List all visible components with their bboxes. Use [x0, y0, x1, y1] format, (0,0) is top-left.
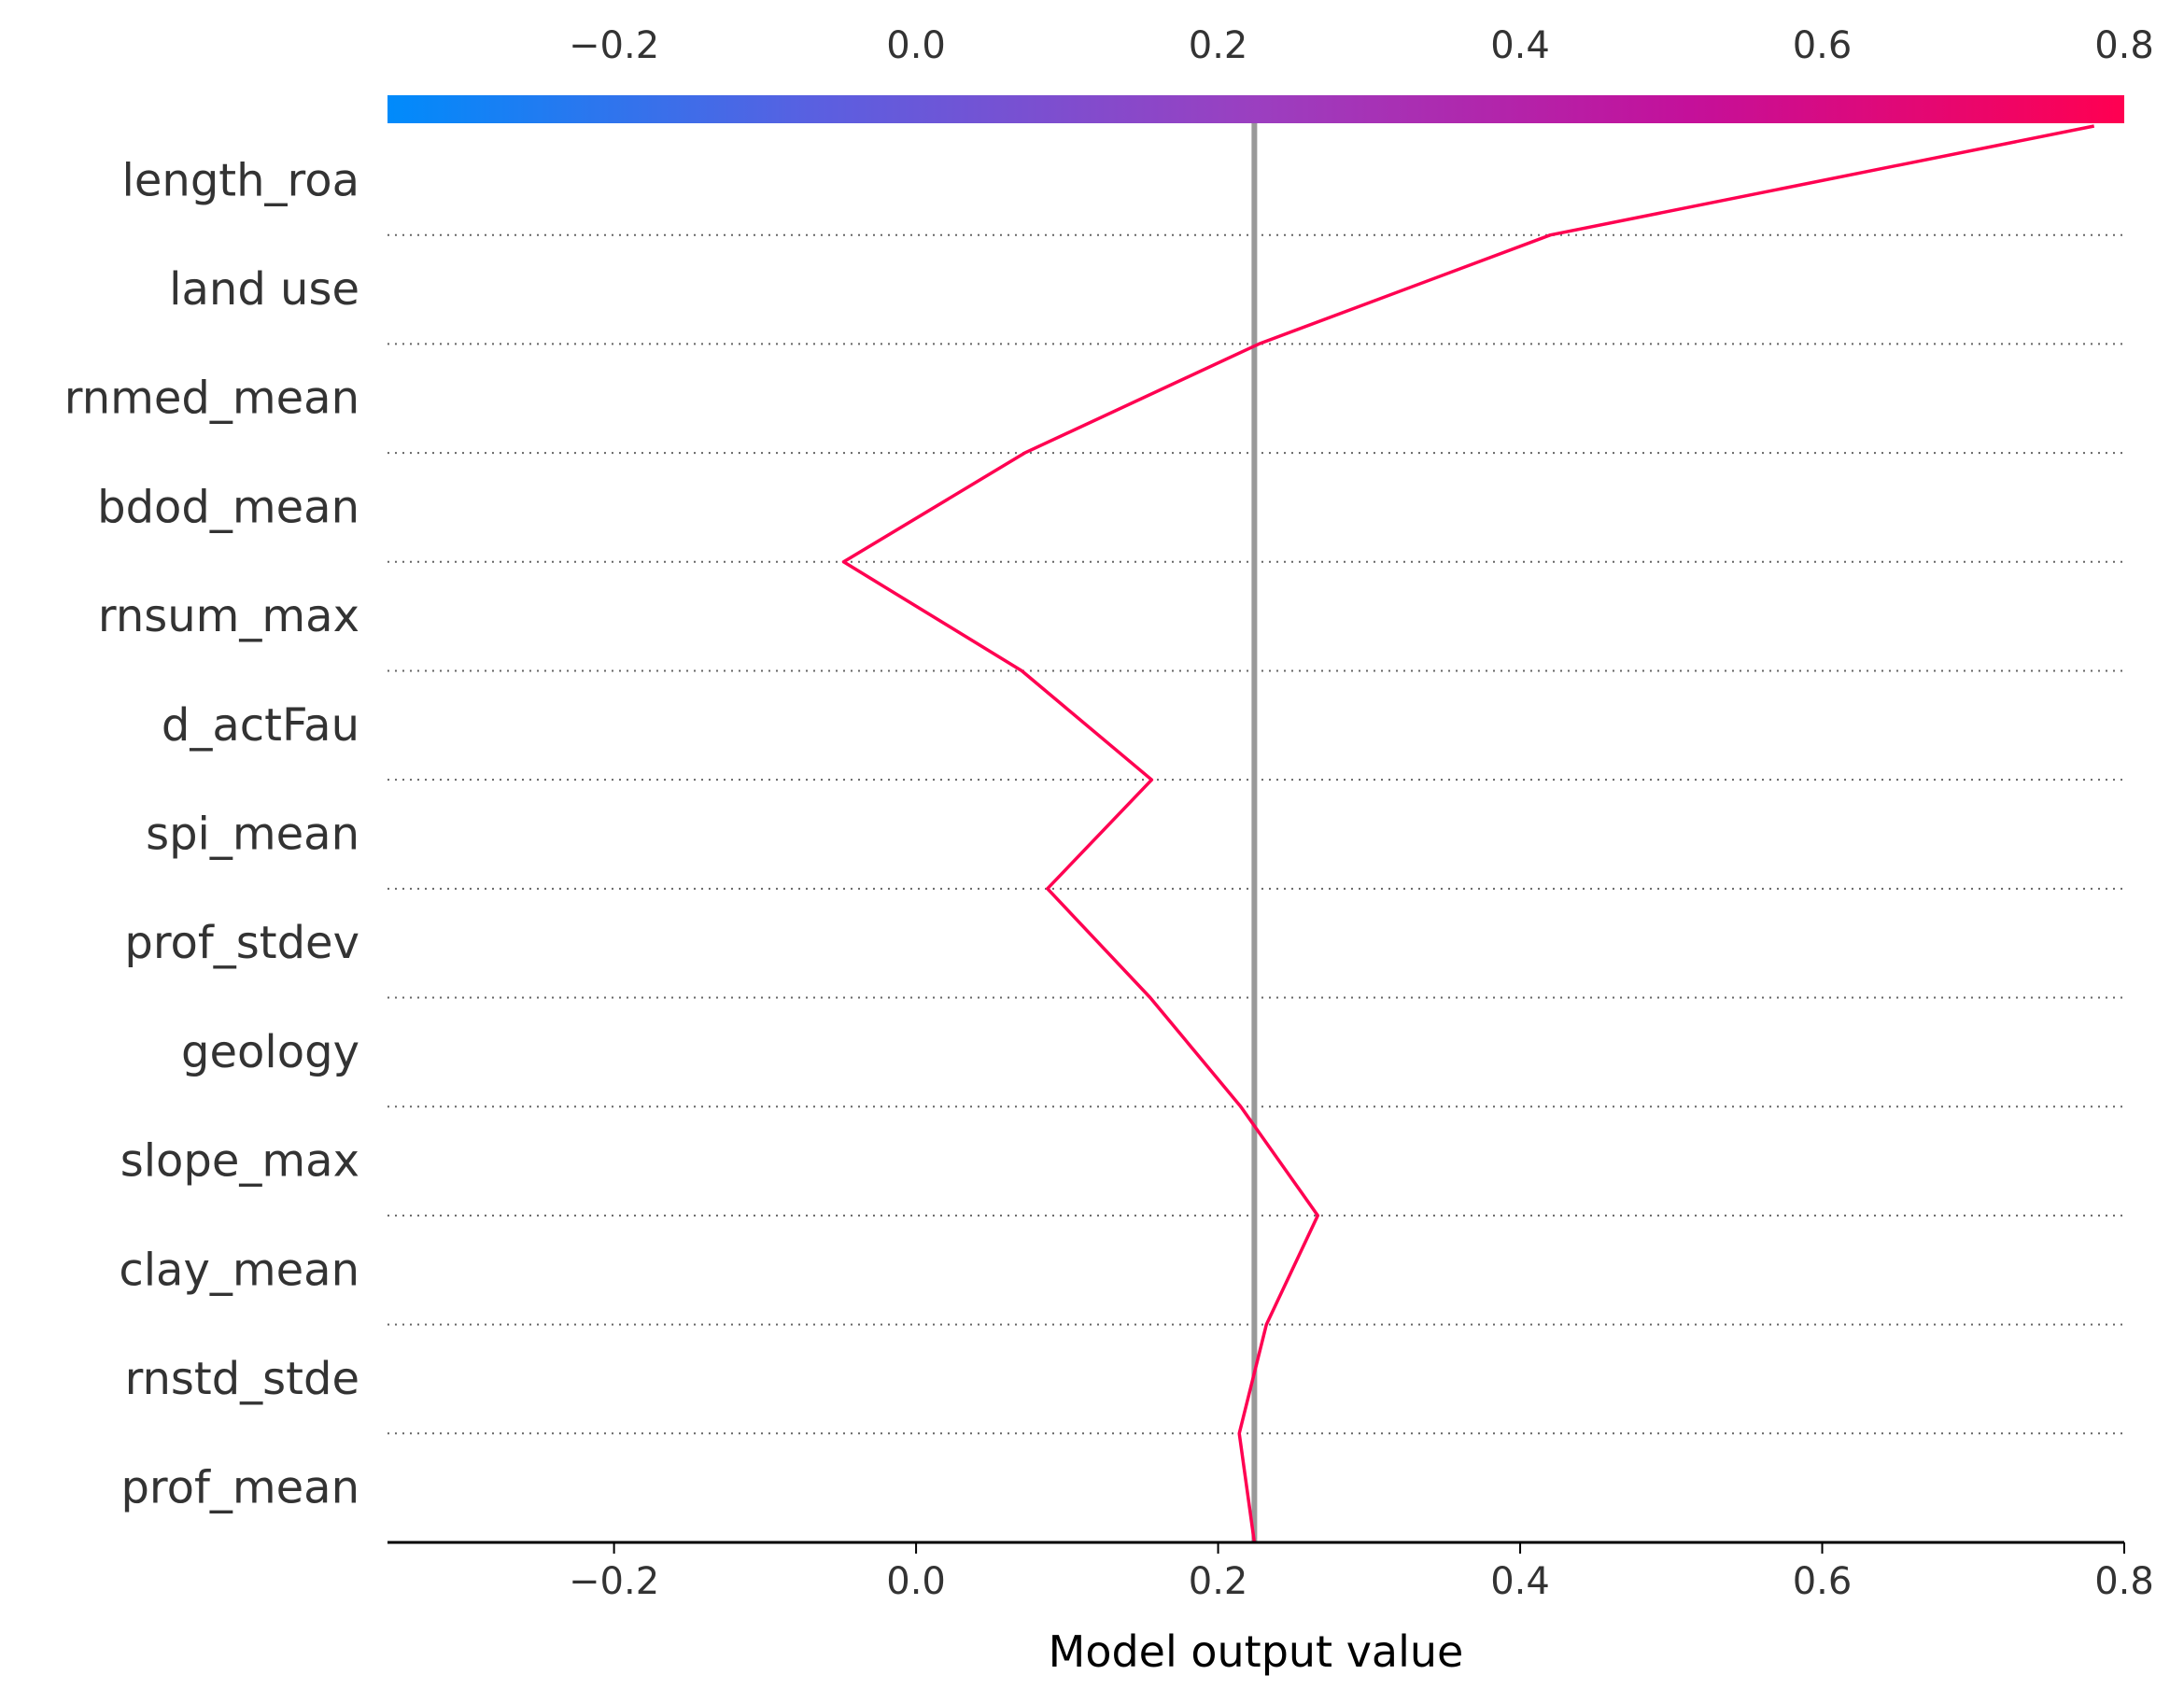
x-tick-label: 0.0 [886, 1560, 946, 1603]
top-tick-label: 0.0 [886, 24, 946, 67]
top-tick-label: 0.8 [2094, 24, 2154, 67]
x-tick-label: 0.8 [2094, 1560, 2154, 1603]
x-tick-label: −0.2 [569, 1560, 659, 1603]
feature-label: rnsum_max [98, 590, 359, 642]
feature-label: slope_max [120, 1135, 359, 1188]
x-axis-title: Model output value [1049, 1626, 1464, 1677]
top-tick-label: −0.2 [569, 24, 659, 67]
feature-label: rnstd_stde [125, 1353, 359, 1405]
feature-label: spi_mean [146, 809, 359, 861]
colorbar [387, 95, 2124, 123]
feature-label: prof_stdev [124, 917, 359, 969]
feature-label: rnmed_mean [64, 373, 359, 425]
top-tick-label: 0.4 [1490, 24, 1550, 67]
feature-label: geology [181, 1026, 359, 1078]
feature-label: bdod_mean [97, 481, 359, 533]
feature-label: d_actFau [162, 699, 359, 752]
x-tick-label: 0.6 [1793, 1560, 1853, 1603]
feature-label: clay_mean [119, 1244, 359, 1296]
feature-label: prof_mean [120, 1462, 359, 1514]
feature-label: length_roa [122, 154, 359, 206]
top-tick-labels: −0.2 0.0 0.2 0.4 0.6 0.8 [569, 24, 2154, 67]
x-tick-label: 0.2 [1189, 1560, 1248, 1603]
decision-line [841, 124, 2095, 1543]
top-tick-label: 0.6 [1793, 24, 1853, 67]
x-axis: −0.2 0.0 0.2 0.4 0.6 0.8 [387, 1541, 2154, 1603]
decision-line-group [841, 124, 2095, 1543]
colorbar-bar [387, 95, 2124, 123]
top-tick-label: 0.2 [1189, 24, 1248, 67]
x-tick-label: 0.4 [1490, 1560, 1550, 1603]
feature-label: land use [169, 263, 359, 316]
